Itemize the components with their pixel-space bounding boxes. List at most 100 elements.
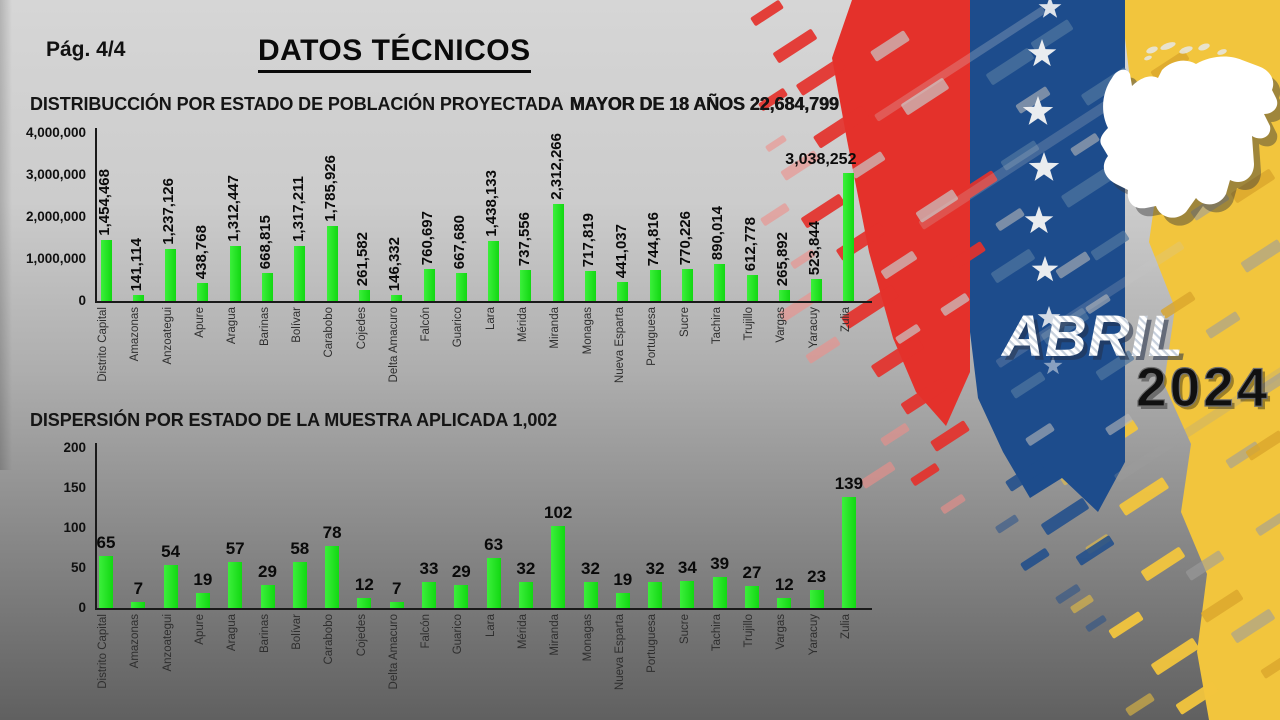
- c1-x-label-guarico: Guarico: [452, 307, 465, 348]
- c2-bar-cojedes: [357, 598, 372, 608]
- page-title: DATOS TÉCNICOS: [258, 34, 531, 73]
- c2-value-label-aragua: 57: [225, 539, 245, 558]
- c2-value-label-monagas: 32: [581, 559, 600, 578]
- c2-value-label-vargas: 12: [774, 575, 794, 594]
- c1-x-label-monagas: Monagas: [581, 307, 594, 355]
- map-islands: [1144, 42, 1227, 61]
- c1-bar-bol-var: [294, 246, 306, 301]
- c2-x-label-nueva-esparta: Nueva Esparta: [613, 614, 626, 691]
- c2-value-label-anzoategui: 54: [161, 542, 181, 561]
- c2-value-label-delta-amacuro: 7: [391, 579, 402, 598]
- c1-value-label-guarico: 667,680: [451, 214, 468, 269]
- flag-texture-streaks: [874, 6, 1280, 482]
- c2-x-label-yaracuy: Yaracuy: [807, 614, 820, 656]
- c1-value-label-sucre: 770,226: [677, 210, 695, 265]
- c1-x-label-vargas: Vargas: [775, 307, 788, 343]
- c2-value-label-carabobo: 78: [322, 523, 342, 542]
- flag-red-band: [750, 0, 998, 514]
- c2-value-label-yaracuy: 23: [807, 567, 827, 586]
- c2-y-axis-line: [95, 443, 97, 610]
- c2-x-label-miranda: Miranda: [549, 614, 562, 656]
- c2-x-label-portuguesa: Portuguesa: [646, 614, 659, 673]
- c1-value-label-barinas: 668,815: [257, 214, 275, 269]
- chart1-title: DISTRIBUCCIÓN POR ESTADO DE POBLACIÓN PR…: [30, 94, 839, 115]
- c1-value-label-monagas: 717,819: [580, 212, 598, 267]
- c1-value-label-lara: 1,438,133: [483, 170, 501, 237]
- c1-value-label-yaracuy: 523,844: [806, 220, 824, 275]
- c2-ytick-150: 150: [63, 480, 86, 495]
- c2-bar-apure: [195, 593, 210, 608]
- c1-ytick-2,000,000: 2,000,000: [25, 209, 86, 224]
- c1-bar-yaracuy: [811, 279, 823, 301]
- chart1-title-total: MAYOR DE 18 AÑOS 22,684,799: [569, 94, 839, 114]
- c2-bar-delta-amacuro: [389, 602, 404, 608]
- c1-bar-monagas: [585, 271, 596, 301]
- c1-bar-trujillo: [746, 275, 758, 301]
- c1-bar-zulia: [843, 173, 855, 301]
- c2-x-label-lara: Lara: [484, 614, 497, 638]
- c1-x-label-yaracuy: Yaracuy: [807, 307, 820, 349]
- c2-value-label-portuguesa: 32: [645, 559, 665, 578]
- c2-x-label-monagas: Monagas: [581, 614, 594, 662]
- c1-x-axis-line: [95, 301, 872, 303]
- c2-value-label-distrito-capital: 65: [96, 533, 116, 552]
- c2-bar-portuguesa: [648, 582, 663, 608]
- c2-x-label-cojedes: Cojedes: [355, 614, 368, 657]
- month-label: ABRIL: [1000, 304, 1184, 369]
- c2-value-label-cojedes: 12: [354, 575, 374, 594]
- c2-bar-sucre: [680, 581, 695, 608]
- c2-bar-trujillo: [745, 586, 759, 608]
- c2-x-label-sucre: Sucre: [678, 614, 691, 645]
- c1-value-label-delta-amacuro: 146,332: [386, 236, 404, 291]
- c2-bar-guarico: [454, 585, 469, 608]
- c2-value-label-falc-n: 33: [419, 559, 439, 578]
- c1-bar-anzoategui: [165, 249, 177, 301]
- c2-bar-anzoategui: [163, 565, 178, 608]
- c2-ytick-50: 50: [70, 560, 86, 575]
- c2-bar-carabobo: [325, 546, 340, 608]
- c1-value-label-m-rida: 737,556: [515, 211, 533, 266]
- chart2-title: DISPERSIÓN POR ESTADO DE LA MUESTRA APLI…: [30, 410, 557, 431]
- c2-x-axis-line: [95, 608, 872, 610]
- c2-bar-nueva-esparta: [615, 593, 630, 608]
- c1-bar-cojedes: [358, 290, 370, 301]
- c1-bar-nueva-esparta: [617, 282, 629, 301]
- c1-x-label-nueva-esparta: Nueva Esparta: [613, 307, 626, 384]
- c1-bar-aragua: [229, 246, 241, 301]
- c1-bar-sucre: [681, 269, 693, 301]
- c2-x-label-trujillo: Trujillo: [743, 614, 756, 648]
- c1-x-label-carabobo: Carabobo: [323, 307, 336, 358]
- c1-x-label-trujillo: Trujillo: [743, 307, 756, 341]
- year-label-shadow: 2024: [1139, 359, 1273, 421]
- c2-x-label-zulia: Zulia: [840, 614, 853, 639]
- c2-value-label-trujillo: 27: [742, 563, 762, 582]
- c2-bar-falc-n: [422, 582, 436, 608]
- c2-x-label-falc-n: Falcón: [420, 614, 433, 649]
- c2-value-label-nueva-esparta: 19: [613, 570, 633, 589]
- c2-bar-distrito-capital: [99, 556, 113, 608]
- flag-blue-band: [970, 0, 1135, 632]
- chart1-title-main: DISTRIBUCCIÓN POR ESTADO DE POBLACIÓN PR…: [30, 94, 564, 114]
- c2-value-label-guarico: 29: [451, 562, 471, 581]
- c1-x-label-anzoategui: Anzoategui: [161, 307, 174, 365]
- c1-x-label-zulia: Zulia: [840, 307, 853, 332]
- c1-value-label-carabobo: 1,785,926: [321, 155, 339, 222]
- c2-x-label-apure: Apure: [194, 614, 207, 645]
- c2-value-label-barinas: 29: [258, 562, 277, 581]
- c1-x-label-delta-amacuro: Delta Amacuro: [387, 307, 400, 383]
- c1-bar-carabobo: [326, 226, 338, 301]
- c2-x-label-distrito-capital: Distrito Capital: [97, 614, 110, 689]
- c1-value-label-tachira: 890,014: [709, 205, 727, 260]
- c2-bar-monagas: [583, 582, 598, 608]
- c2-bar-barinas: [260, 585, 275, 608]
- c2-x-label-delta-amacuro: Delta Amacuro: [387, 614, 400, 690]
- c1-value-label-aragua: 1,312,447: [224, 175, 242, 242]
- c2-ytick-0: 0: [78, 600, 86, 615]
- c2-bar-zulia: [841, 497, 856, 608]
- venezuela-map-icon: [1100, 42, 1280, 226]
- c1-y-axis-line: [95, 128, 97, 303]
- c1-value-label-portuguesa: 744,816: [644, 211, 662, 266]
- c1-bar-portuguesa: [649, 270, 661, 301]
- c1-x-label-falc-n: Falcón: [420, 307, 433, 342]
- c1-x-label-tachira: Tachira: [710, 307, 723, 345]
